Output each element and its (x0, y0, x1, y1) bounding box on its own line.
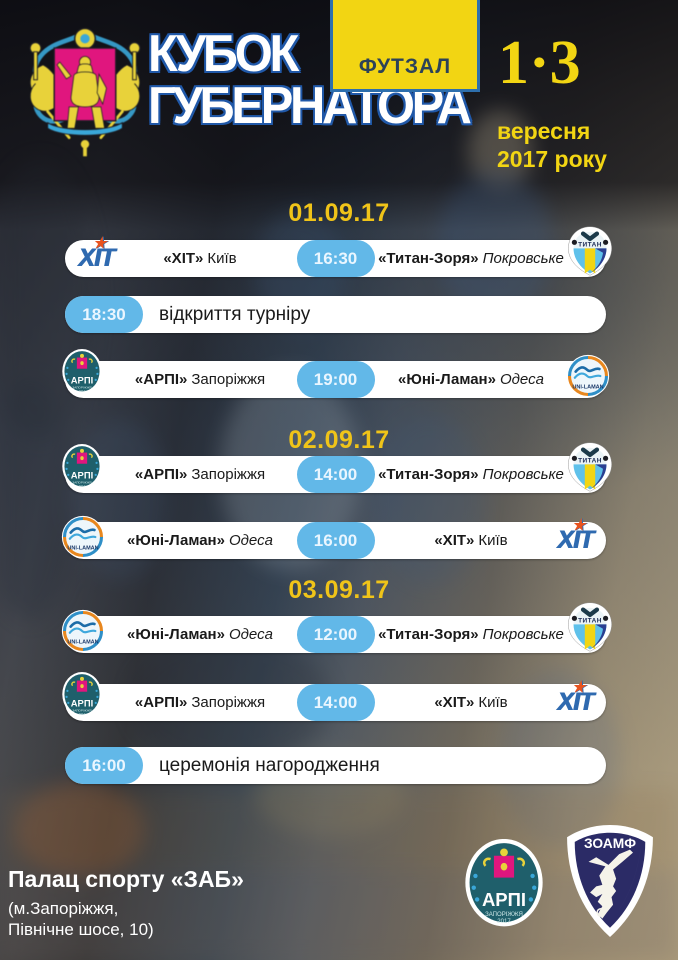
svg-text:ЗОАМФ: ЗОАМФ (584, 836, 636, 851)
